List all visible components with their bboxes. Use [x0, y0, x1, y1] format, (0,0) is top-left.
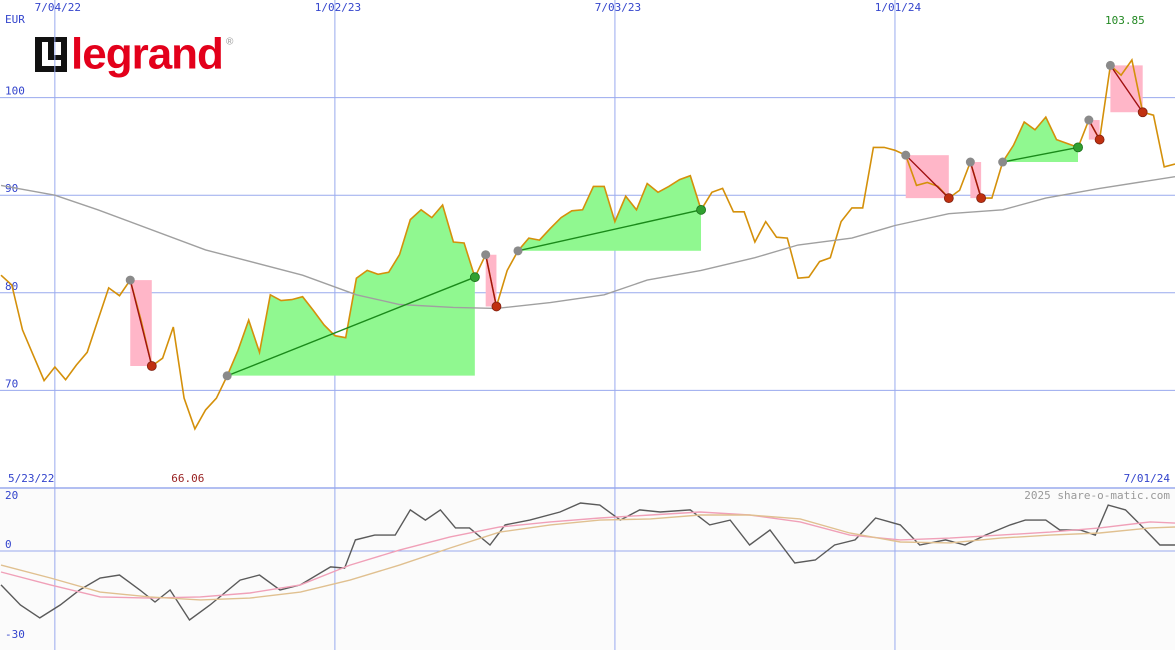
y-tick-label: 100 — [5, 85, 25, 98]
logo-icon-part — [42, 42, 48, 66]
x-tick-label: 7/03/23 — [595, 1, 641, 14]
credit: 2025 share-o-matic.com — [1024, 489, 1170, 502]
trade-exit — [943, 193, 954, 204]
trade-exit — [976, 193, 987, 204]
logo-icon — [35, 37, 67, 72]
trade-line — [1109, 64, 1144, 113]
logo-text: legrand — [71, 30, 223, 79]
trade-entry — [222, 371, 232, 381]
series-line — [0, 514, 1175, 601]
trade-entry — [901, 150, 911, 160]
trade-line — [517, 209, 702, 252]
x-tick-label: 7/04/22 — [35, 1, 81, 14]
logo: legrand ® — [35, 30, 234, 79]
trade-exit — [146, 361, 157, 371]
trade-line — [905, 154, 950, 199]
trade-line — [226, 276, 476, 377]
series-line — [0, 502, 1175, 622]
y-tick-label: 70 — [5, 377, 18, 390]
y-axis-label: EUR — [5, 13, 25, 26]
x-tick-label: 1/02/23 — [315, 1, 361, 14]
trade-line — [484, 254, 498, 307]
oscillator-panel — [0, 488, 1175, 650]
trade-entry — [481, 250, 491, 260]
y-tick-label: 0 — [5, 538, 12, 551]
trade-line — [1002, 146, 1079, 163]
trade-exit — [470, 272, 480, 283]
trade-exit — [491, 301, 502, 312]
low-label: 66.06 — [171, 472, 204, 485]
trade-gain-area — [227, 204, 475, 376]
x-tick-label: 1/01/24 — [875, 1, 922, 14]
trade-entry — [125, 275, 135, 285]
trade-entry — [513, 246, 523, 256]
trade-exit — [1073, 142, 1083, 153]
y-tick-label: 90 — [5, 182, 18, 195]
logo-icon-part — [54, 42, 61, 55]
trade-entry — [998, 157, 1008, 167]
high-label: 103.85 — [1105, 14, 1145, 27]
trade-entry — [965, 157, 975, 167]
trade-exit — [1094, 134, 1105, 145]
y-tick-label: -30 — [5, 628, 25, 641]
trade-gain-area — [517, 175, 702, 251]
logo-icon-part — [42, 60, 61, 66]
logo-registered: ® — [226, 37, 234, 48]
y-tick-label: 20 — [5, 489, 18, 502]
series-line — [0, 511, 1175, 599]
trade-entry — [1084, 115, 1094, 125]
trade-exit — [696, 204, 706, 215]
trade-line — [129, 279, 153, 367]
trade-entry — [1105, 60, 1115, 70]
end-date: 7/01/24 — [1124, 472, 1171, 485]
trade-exit — [1137, 107, 1148, 118]
trade-line — [969, 161, 982, 199]
series-line — [0, 176, 1175, 310]
start-date: 5/23/22 — [8, 472, 54, 485]
